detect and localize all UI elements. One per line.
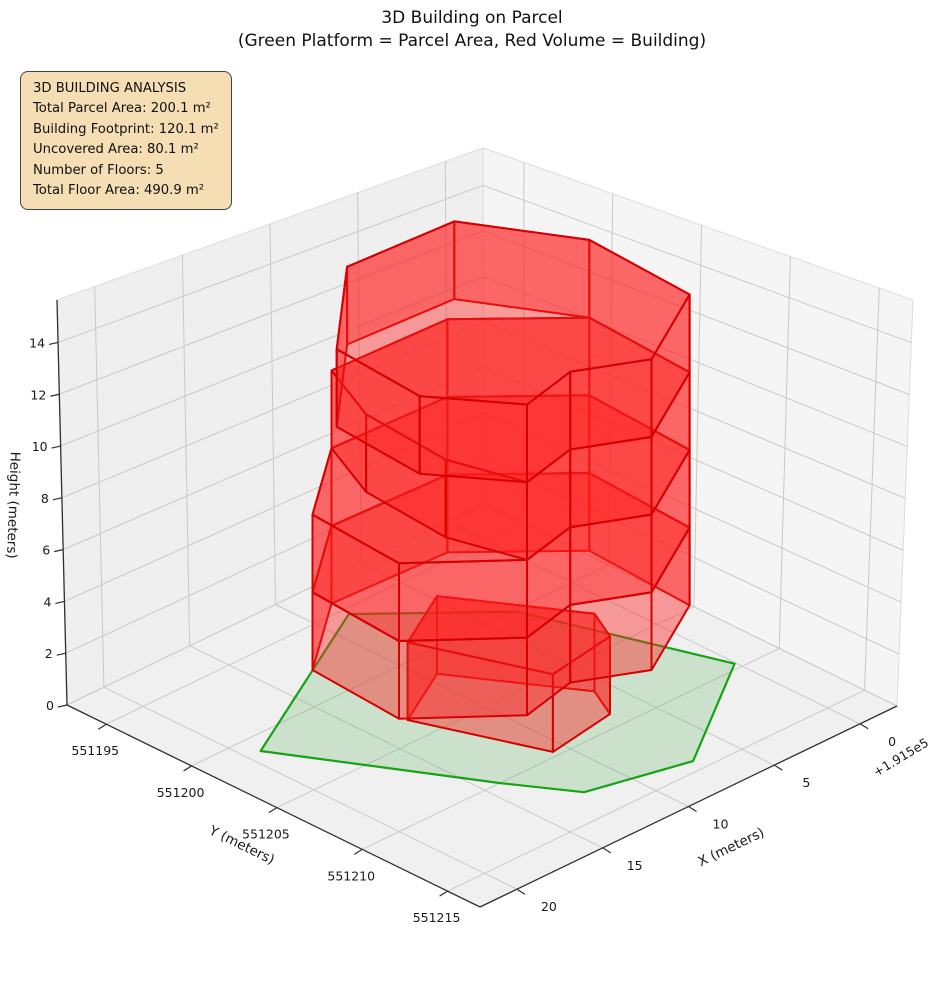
tick-label: 551215 xyxy=(413,910,461,925)
tick-label: 10 xyxy=(713,817,729,832)
analysis-annotation-box: 3D BUILDING ANALYSIS Total Parcel Area: … xyxy=(20,71,232,211)
annotation-line-footprint: Building Footprint: 120.1 m² xyxy=(33,121,219,137)
y-tick-labels: 551195 551200 551205 551210 551215 xyxy=(71,743,460,925)
tick-label: 551200 xyxy=(157,785,205,800)
tick-label: 5 xyxy=(802,775,810,790)
z-tick-labels: 0 2 4 6 8 10 12 14 xyxy=(29,335,54,713)
tick-label: 20 xyxy=(541,899,557,914)
plot-3d-canvas: 0 5 10 15 20 551195 551200 551205 551210 551215 0 2… xyxy=(29,147,914,925)
annotation-line-parcel-area: Total Parcel Area: 200.1 m² xyxy=(33,101,211,117)
annotation-line-floors: Number of Floors: 5 xyxy=(33,162,164,178)
annotation-line-floor-area: Total Floor Area: 490.9 m² xyxy=(33,183,205,199)
tick-label: 4 xyxy=(43,594,51,609)
axes-ticks xyxy=(48,341,869,897)
tick-label: 551205 xyxy=(242,827,290,842)
tick-label: 2 xyxy=(45,646,53,661)
tick-label: 551195 xyxy=(71,743,119,758)
plot-title: 3D Building on Parcel (Green Platform = … xyxy=(0,7,944,53)
x-tick-labels: 0 5 10 15 20 xyxy=(541,734,896,914)
title-line-1: 3D Building on Parcel xyxy=(381,8,563,28)
x-axis-offset-label: +1.915e5 xyxy=(870,735,931,780)
building-floor xyxy=(335,220,691,484)
title-line-2: (Green Platform = Parcel Area, Red Volum… xyxy=(237,31,707,51)
x-axis-label: X (meters) xyxy=(695,825,767,871)
tick-label: 0 xyxy=(888,734,896,749)
annotation-line-uncovered: Uncovered Area: 80.1 m² xyxy=(33,142,199,158)
annotation-title: 3D BUILDING ANALYSIS xyxy=(33,81,187,96)
building-floor xyxy=(330,316,691,561)
tick-label: 551210 xyxy=(327,868,375,883)
tick-label: 6 xyxy=(42,543,50,558)
tick-label: 10 xyxy=(32,439,48,454)
parcel-polygon xyxy=(259,610,736,794)
tick-label: 15 xyxy=(627,858,643,873)
z-axis-label: Height (meters) xyxy=(3,451,23,559)
tick-label: 0 xyxy=(46,698,54,713)
building-volume xyxy=(311,220,691,753)
axes-grid xyxy=(57,161,912,892)
building-floor xyxy=(406,595,611,753)
tick-label: 8 xyxy=(41,491,49,506)
tick-label: 14 xyxy=(29,335,45,350)
tick-label: 12 xyxy=(30,387,46,402)
